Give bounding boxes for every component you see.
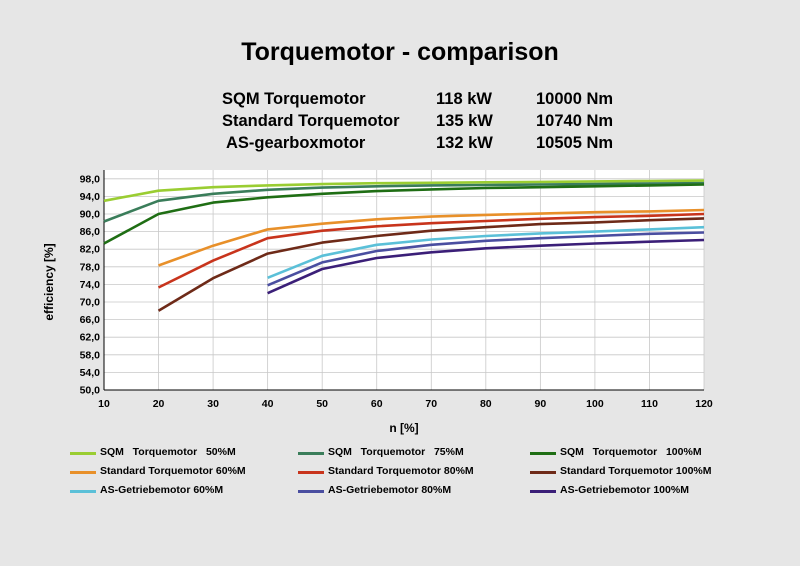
plot-background [104, 170, 704, 390]
series-line [267, 238, 705, 295]
y-tick-label: 62,0 [80, 332, 101, 344]
series-line [103, 179, 705, 203]
x-tick-label: 50 [316, 398, 328, 410]
legend-swatch [70, 452, 96, 455]
x-tick-label: 40 [262, 398, 274, 410]
series-line [157, 212, 705, 289]
x-tick-label: 110 [641, 398, 658, 410]
axes [103, 170, 704, 391]
spec-table: SQM Torquemotor 118 kW 10000 Nm Standard… [0, 90, 800, 156]
legend-label: Standard Torquemotor 100%M [560, 465, 712, 477]
legend-swatch [530, 452, 556, 455]
y-tick-label: 66,0 [80, 314, 101, 326]
spec-power: 135 kW [436, 112, 493, 130]
legend-label: SQM Torquemotor 100%M [560, 446, 702, 458]
legend-label: AS-Getriebemotor 100%M [560, 484, 689, 496]
spec-torque: 10740 Nm [536, 112, 614, 130]
series-line [267, 231, 705, 287]
legend-label: Standard Torquemotor 80%M [328, 465, 474, 477]
y-tick-label: 74,0 [80, 279, 101, 291]
legend-swatch [298, 452, 324, 455]
y-tick-label: 78,0 [80, 261, 101, 273]
spec-power: 132 kW [436, 134, 493, 152]
y-tick-label: 94,0 [80, 191, 101, 203]
x-axis-label: n [%] [389, 421, 418, 435]
plot-area [104, 170, 704, 390]
series-line [267, 225, 705, 280]
legend-swatch [70, 471, 96, 474]
spec-name: Standard Torquemotor [222, 112, 400, 130]
spec-name: AS-gearboxmotor [226, 134, 366, 152]
legend-label: SQM Torquemotor 50%M [100, 446, 236, 458]
y-tick-label: 98,0 [80, 173, 101, 185]
series-line [103, 181, 705, 223]
x-tick-label: 70 [425, 398, 437, 410]
spec-name: SQM Torquemotor [222, 90, 366, 108]
series-line [158, 208, 705, 267]
y-tick-label: 86,0 [80, 226, 101, 238]
legend-swatch [530, 471, 556, 474]
y-tick-label: 82,0 [80, 244, 101, 256]
series-line [157, 217, 705, 312]
legend: SQM Torquemotor 50%M SQM Torquemotor 75%M… [0, 440, 800, 500]
x-tick-label: 10 [98, 398, 110, 410]
y-tick-label: 50,0 [80, 385, 101, 397]
legend-label: AS-Getriebemotor 60%M [100, 484, 224, 496]
spec-torque: 10505 Nm [536, 134, 614, 152]
spec-power: 118 kW [436, 90, 492, 108]
y-axis-label: efficiency [%] [42, 243, 56, 320]
legend-swatch [298, 471, 324, 474]
x-tick-label: 90 [535, 398, 547, 410]
page-title: Torquemotor - comparison [241, 38, 559, 66]
y-tick-label: 58,0 [80, 349, 101, 361]
spec-torque: 10000 Nm [536, 90, 614, 108]
y-tick-label: 54,0 [80, 367, 101, 379]
x-tick-label: 30 [207, 398, 219, 410]
x-tick-label: 80 [480, 398, 492, 410]
x-tick-label: 120 [695, 398, 713, 410]
legend-swatch [298, 490, 324, 493]
x-tick-label: 100 [586, 398, 604, 410]
y-tick-label: 90,0 [80, 209, 101, 221]
x-tick-label: 60 [371, 398, 383, 410]
series-line [103, 183, 705, 245]
legend-swatch [530, 490, 556, 493]
series-layer [103, 179, 705, 312]
x-tick-label: 20 [153, 398, 165, 410]
legend-label: AS-Getriebemotor 80%M [328, 484, 452, 496]
efficiency-chart: 50,0 54,0 58,0 62,0 66,0 70,0 74,0 78,0 82,0 86,0… [42, 170, 713, 435]
legend-label: Standard Torquemotor 60%M [100, 465, 246, 477]
tick-labels: 50,0 54,0 58,0 62,0 66,0 70,0 74,0 78,0 82,0 86,0… [80, 173, 713, 410]
y-tick-label: 70,0 [80, 297, 101, 309]
legend-swatch [70, 490, 96, 493]
legend-label: SQM Torquemotor 75%M [328, 446, 464, 458]
